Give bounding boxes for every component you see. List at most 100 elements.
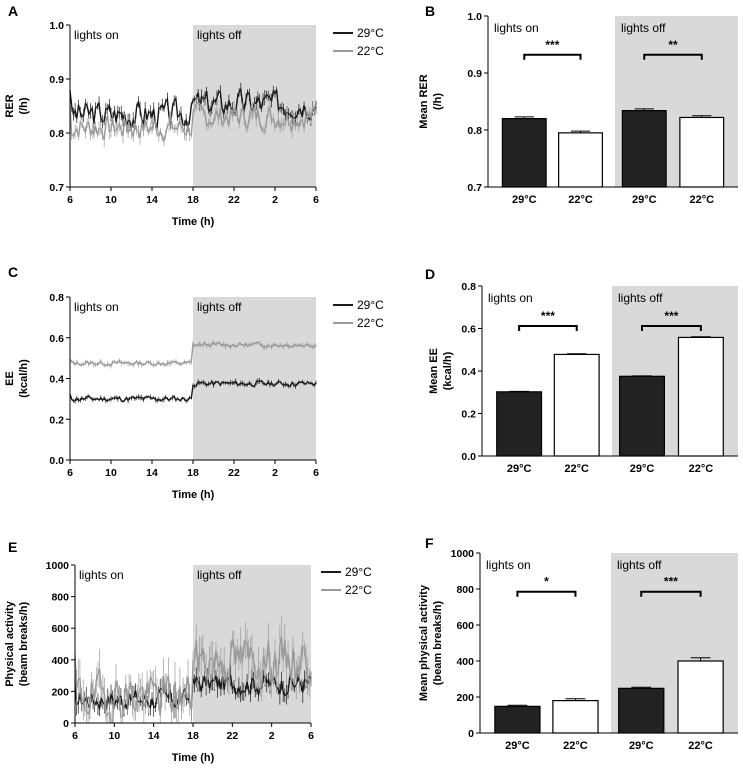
category-label: 22°C: [563, 740, 588, 752]
category-label: 29°C: [512, 194, 537, 206]
y-tick-label: 800: [51, 592, 69, 604]
lights-off-label: lights off: [617, 558, 662, 572]
x-tick-label: 14: [146, 194, 158, 206]
y-axis-title: Physical activity (beam breaks/h): [4, 600, 30, 686]
category-label: 29°C: [630, 463, 655, 475]
panel-letter: C: [8, 264, 18, 280]
bar: [501, 117, 547, 188]
x-axis-title: Time (h): [172, 216, 215, 228]
y-axis-title-line: (/h): [18, 97, 30, 114]
bar: [677, 660, 724, 734]
y-tick-label: 0.2: [49, 414, 64, 426]
y-tick-label: 200: [51, 686, 69, 698]
x-tick-label: 10: [108, 730, 120, 742]
y-tick-label: 0: [63, 718, 69, 730]
y-axis-title-line: (beam breaks/h): [432, 600, 444, 685]
y-axis-title-line: Mean EE: [428, 348, 440, 394]
x-tick-label: 6: [313, 194, 319, 206]
panel-letter: E: [8, 539, 17, 555]
x-tick-label: 10: [105, 194, 117, 206]
y-tick-label: 200: [456, 692, 474, 704]
y-tick-label: 0.8: [467, 125, 482, 137]
category-label: 22°C: [564, 463, 589, 475]
bar: [679, 116, 725, 188]
lights-off-label: lights off: [197, 300, 242, 314]
series-line-29c: [69, 379, 317, 403]
lights-off-label: lights off: [621, 21, 666, 35]
x-tick-label: 2: [272, 194, 278, 206]
y-tick-label: 0.2: [461, 409, 476, 421]
series-1: [74, 615, 312, 724]
y-tick-label: 0.7: [49, 182, 64, 194]
x-tick-label: 6: [67, 194, 73, 206]
panel-letter: B: [425, 3, 435, 19]
y-axis-title: Mean RER (/h): [418, 74, 444, 128]
y-axis-title: EE (kcal/h): [4, 359, 30, 398]
category-label: 22°C: [568, 194, 593, 206]
significance-label: *: [544, 575, 549, 589]
significance-bracket: [523, 53, 582, 60]
series-line-22c: [74, 636, 312, 724]
y-tick-label: 400: [456, 656, 474, 668]
y-axis-title: Mean EE (kcal/h): [428, 348, 454, 394]
x-tick-label: 2: [269, 730, 275, 742]
significance-bracket: [516, 590, 577, 597]
y-axis-title-line: (/h): [432, 93, 444, 110]
y-tick-label: 600: [456, 620, 474, 632]
bar: [677, 336, 724, 457]
y-tick-label: 0.8: [49, 292, 64, 304]
legend-label: 22°C: [357, 316, 384, 330]
lights-off-label: lights off: [197, 28, 242, 42]
y-tick-label: 0.6: [49, 333, 64, 345]
category-label: 29°C: [629, 740, 654, 752]
y-axis-title-line: (beam breaks/h): [18, 601, 30, 686]
y-tick-label: 0: [468, 728, 474, 740]
lights-on-label: lights on: [74, 28, 119, 42]
x-axis-title: Time (h): [172, 752, 215, 764]
significance-label: ***: [664, 575, 678, 589]
legend-label: 22°C: [345, 583, 372, 597]
x-tick-label: 6: [67, 467, 73, 479]
y-axis-title-line: Mean physical activity: [418, 584, 430, 701]
y-tick-label: 1.0: [49, 20, 64, 32]
y-axis-title: Mean physical activity (beam breaks/h): [418, 584, 444, 701]
y-tick-label: 1000: [46, 560, 70, 572]
panel-letter: F: [425, 535, 434, 551]
significance-label: **: [668, 38, 678, 52]
x-tick-label: 22: [226, 730, 238, 742]
x-tick-label: 22: [228, 194, 240, 206]
y-axis-title-line: (kcal/h): [442, 351, 454, 390]
y-tick-label: 0.9: [49, 74, 64, 86]
bar: [621, 110, 667, 188]
x-tick-label: 6: [308, 730, 314, 742]
lights-off-label: lights off: [618, 291, 663, 305]
y-axis-title-line: Mean RER: [418, 74, 430, 128]
y-tick-label: 800: [456, 584, 474, 596]
y-tick-label: 1000: [451, 548, 475, 560]
legend-label: 29°C: [357, 298, 384, 312]
bar: [558, 132, 603, 188]
y-axis-title-line: (kcal/h): [18, 359, 30, 398]
series-line-29c: [69, 86, 317, 128]
series-line-22c: [69, 102, 317, 143]
x-tick-label: 10: [105, 467, 117, 479]
significance-bracket: [518, 324, 578, 331]
y-tick-label: 0.0: [461, 451, 476, 463]
y-axis-title-line: RER: [4, 94, 16, 117]
bar: [618, 687, 665, 734]
lights-off-label: lights off: [197, 568, 242, 582]
x-tick-label: 14: [146, 467, 158, 479]
category-label: 22°C: [689, 463, 714, 475]
panel-letter: D: [425, 266, 435, 282]
legend-label: 22°C: [357, 44, 384, 58]
y-tick-label: 0.7: [467, 182, 482, 194]
lights-on-label: lights on: [79, 568, 124, 582]
series-0: [69, 378, 317, 404]
x-tick-label: 18: [187, 467, 199, 479]
category-label: 29°C: [632, 194, 657, 206]
